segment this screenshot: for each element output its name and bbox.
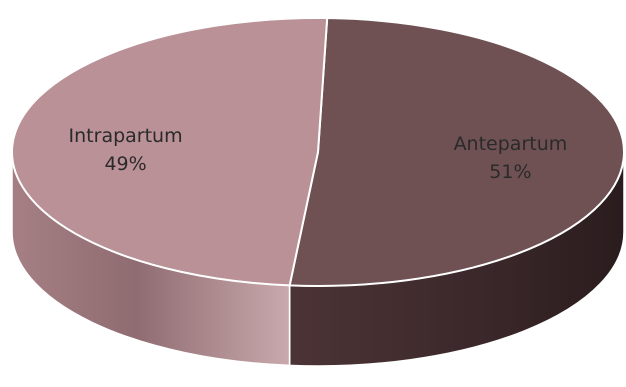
pie-slices (11, 17, 625, 367)
pie-slice-intrapartum (11, 17, 329, 287)
slice-percent-intrapartum: 49% (104, 153, 146, 175)
slice-percent-antepartum: 51% (489, 161, 531, 183)
pie-slice-antepartum (288, 17, 625, 287)
slice-label-antepartum: Antepartum (454, 133, 568, 155)
slice-label-intrapartum: Intrapartum (69, 125, 183, 147)
